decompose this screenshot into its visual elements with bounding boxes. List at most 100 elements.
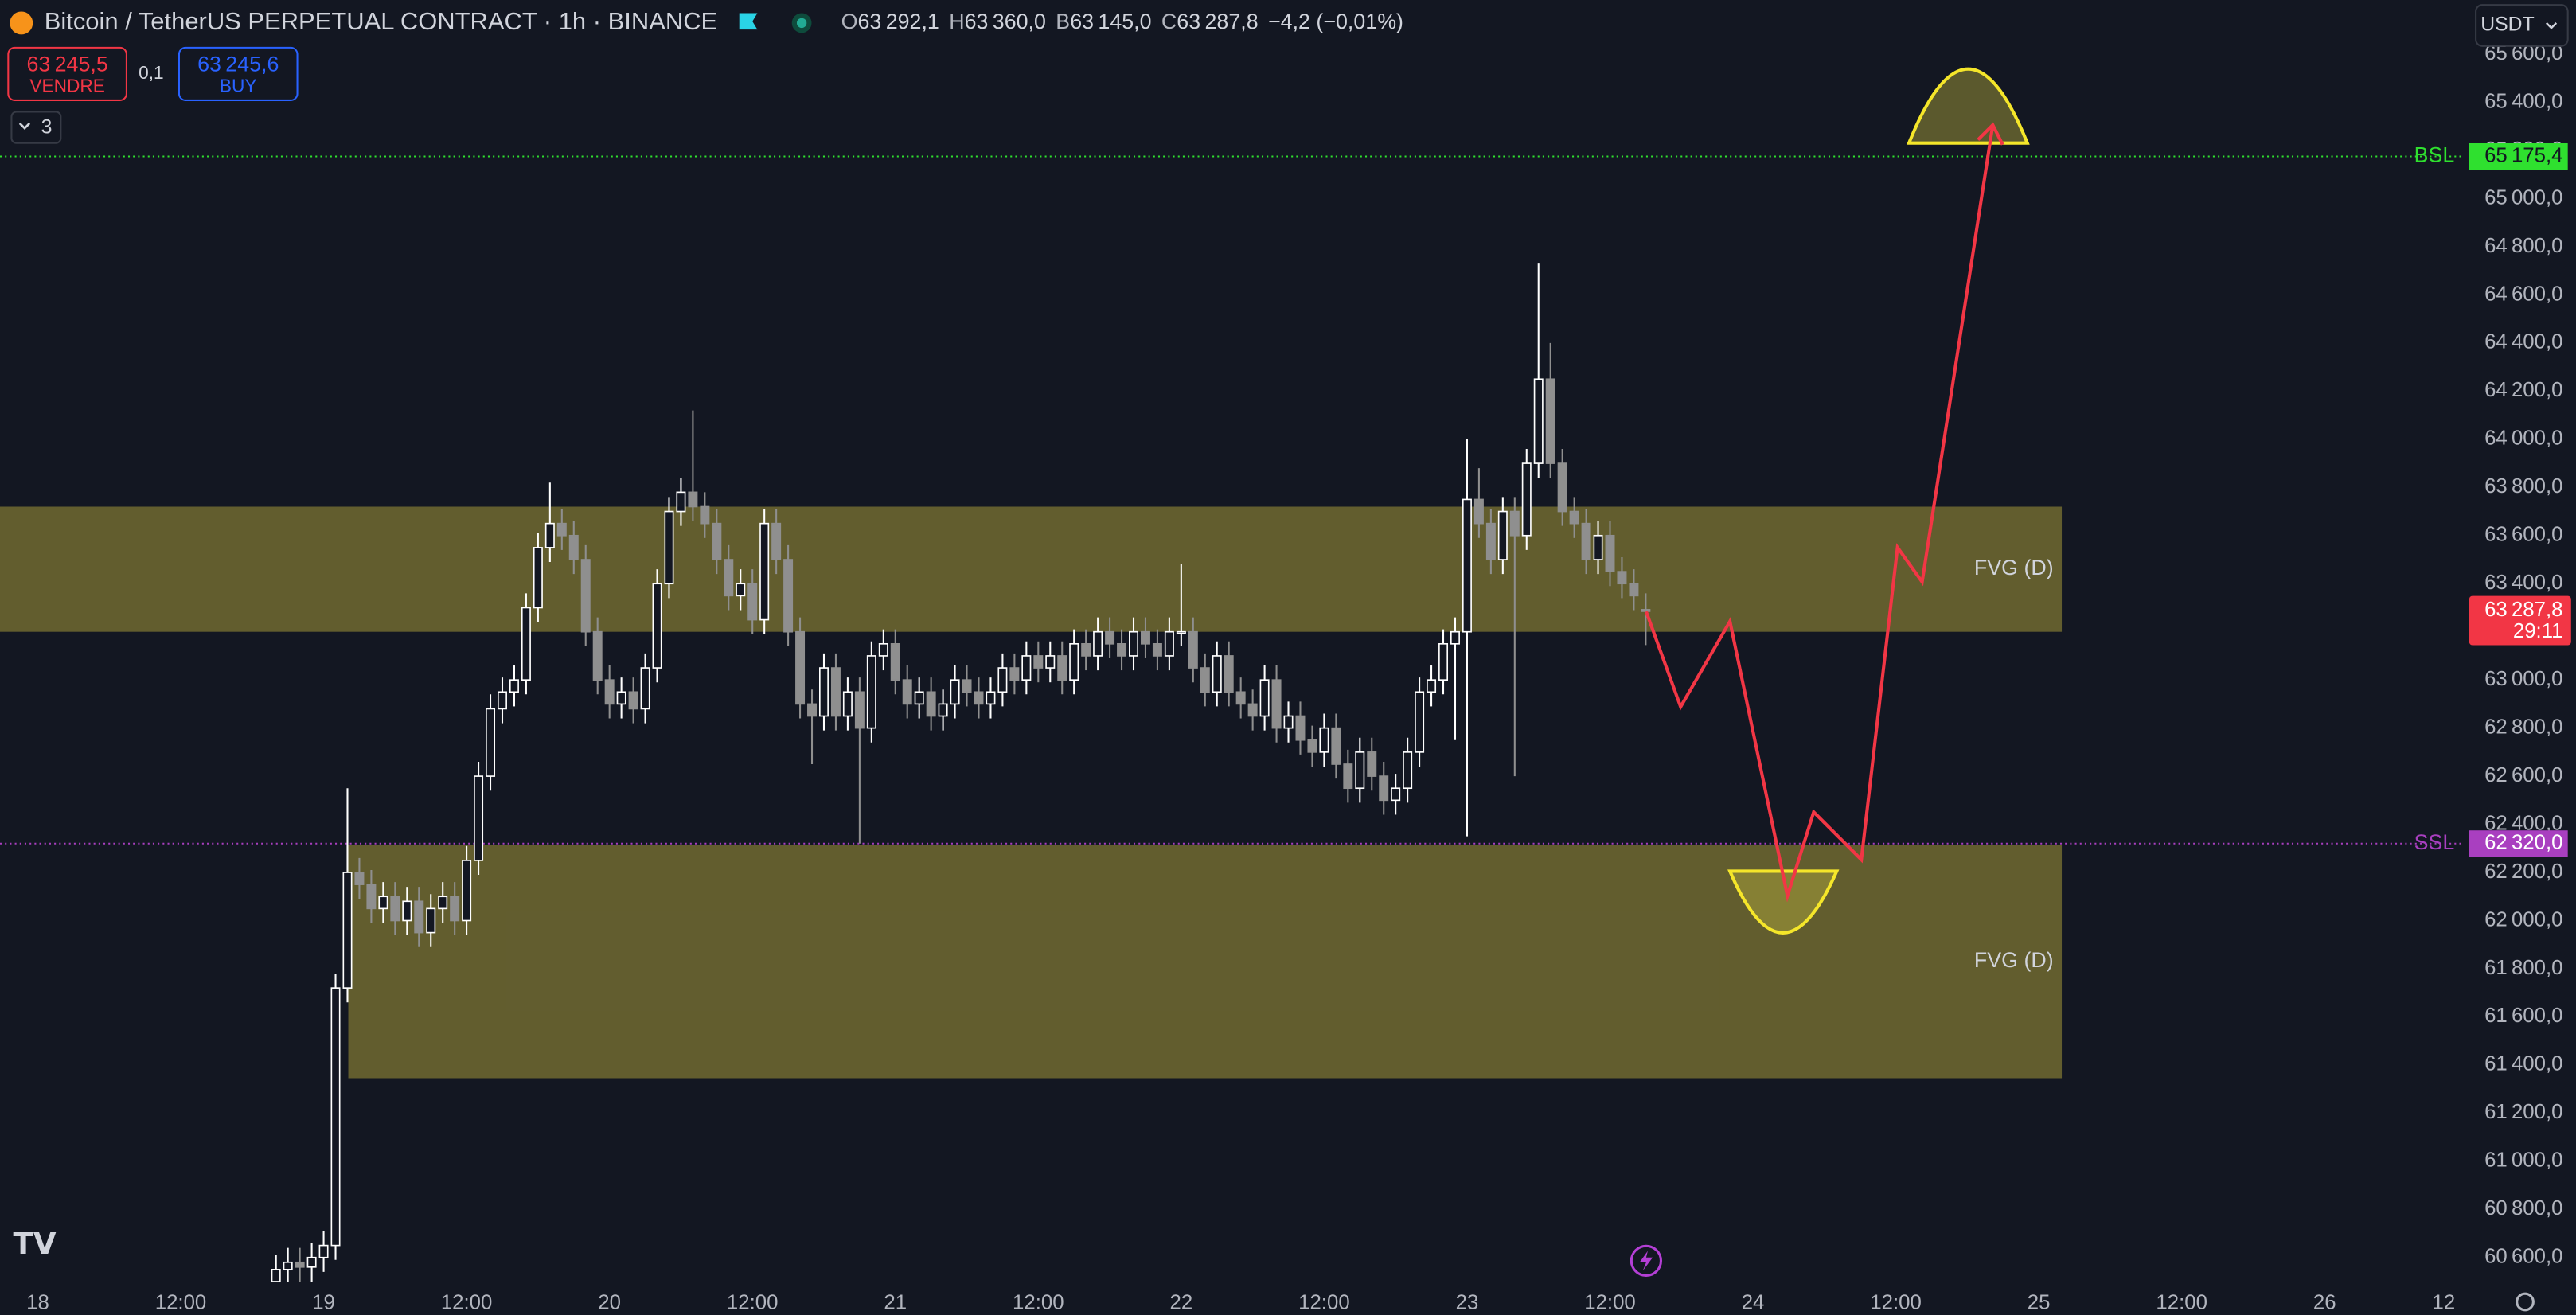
- candle-body: [736, 583, 746, 597]
- candle-body: [450, 896, 460, 922]
- y-tick-label: 62 600,0: [2484, 764, 2562, 786]
- candle-body: [616, 691, 626, 705]
- x-tick-label: 12:00: [1584, 1291, 1636, 1313]
- candle-body: [295, 1261, 305, 1268]
- candle-body: [938, 703, 948, 717]
- sell-price[interactable]: 63 245,5: [26, 53, 107, 76]
- y-tick-label: 65 400,0: [2484, 90, 2562, 112]
- candle-body: [652, 583, 662, 669]
- buy-label[interactable]: BUY: [220, 75, 257, 96]
- x-tick-label: 12:00: [1013, 1291, 1064, 1313]
- candle-body: [1235, 691, 1246, 705]
- ohlc-value: 63 145,0: [1070, 10, 1151, 33]
- candle-body: [1105, 630, 1115, 645]
- lightning-button[interactable]: [1630, 1244, 1663, 1277]
- y-tick-label: 64 400,0: [2484, 331, 2562, 353]
- y-tick-label: 61 400,0: [2484, 1053, 2562, 1075]
- x-tick-label: 18: [26, 1291, 49, 1313]
- candle-body: [1033, 655, 1044, 669]
- coin-icon: [10, 11, 33, 35]
- candle-body: [580, 559, 591, 633]
- candle-body: [1200, 667, 1210, 693]
- candle-body: [1343, 763, 1353, 790]
- y-tick-label: 63 600,0: [2484, 524, 2562, 546]
- buy-button[interactable]: [178, 46, 299, 101]
- x-tick-label: 23: [1456, 1291, 1479, 1313]
- level-tag: [2469, 830, 2568, 857]
- candle-body: [1307, 739, 1317, 753]
- candle-body: [1164, 630, 1174, 657]
- level-name: BSL: [2414, 143, 2455, 167]
- candle-body: [974, 691, 984, 705]
- candle-body: [818, 667, 829, 717]
- candle-body: [592, 630, 603, 681]
- ohlc-value: 63 360,0: [965, 10, 1046, 33]
- candle-body: [1462, 498, 1472, 633]
- candle-body: [462, 860, 472, 922]
- candle-body: [1509, 510, 1520, 537]
- candle-body: [354, 872, 365, 885]
- last-price-tag: [2469, 595, 2571, 646]
- indicators-toggle[interactable]: [10, 111, 62, 144]
- candle-body: [997, 667, 1008, 693]
- candle-body: [1473, 498, 1484, 525]
- candle-body: [676, 491, 686, 513]
- candle-body: [366, 884, 377, 910]
- candle-body: [1069, 642, 1079, 681]
- candle-body: [1641, 609, 1651, 612]
- currency[interactable]: USDT: [2480, 14, 2534, 36]
- candle-body: [1533, 378, 1544, 464]
- candle-body: [568, 534, 579, 560]
- buy-price[interactable]: 63 245,6: [197, 53, 279, 76]
- candle-body: [724, 559, 734, 597]
- chevron: [2545, 22, 2558, 29]
- target-arc: [1727, 869, 1840, 935]
- candle-body: [1545, 378, 1555, 464]
- y-tick-label: 63 800,0: [2484, 475, 2562, 498]
- candle-body: [498, 691, 507, 710]
- x-tick-label: 12:00: [1870, 1291, 1922, 1313]
- candle-body: [1497, 510, 1508, 560]
- currency-select[interactable]: [2475, 4, 2569, 47]
- last-price-label: 63 287,8: [2484, 599, 2562, 621]
- flag-icon: [739, 13, 758, 30]
- x-tick-label: 12:00: [2156, 1291, 2207, 1313]
- x-tick-label: 12:00: [727, 1291, 779, 1313]
- x-tick-label: 12: [2433, 1291, 2456, 1313]
- y-tick-label: 63 400,0: [2484, 572, 2562, 594]
- y-tick-label: 60 800,0: [2484, 1197, 2562, 1219]
- candle-body: [533, 547, 543, 609]
- candle-body: [342, 872, 353, 989]
- candle-body: [1295, 715, 1306, 741]
- settings-button[interactable]: [2516, 1292, 2535, 1312]
- ohlc-change: −4,2 (−0,01%): [1268, 10, 1403, 33]
- x-tick-label: 21: [884, 1291, 907, 1313]
- sell-label[interactable]: VENDRE: [29, 75, 105, 96]
- x-tick-label: 20: [598, 1291, 621, 1313]
- candle-body: [700, 505, 710, 525]
- level-tag-label: 65 175,4: [2484, 144, 2562, 166]
- candle-body: [1485, 522, 1496, 560]
- candle-body: [1117, 642, 1127, 657]
- y-tick-label: 60 600,0: [2484, 1246, 2562, 1268]
- countdown: 29:11: [2513, 620, 2563, 642]
- candle-body: [521, 607, 531, 681]
- indicators-count[interactable]: 3: [41, 117, 53, 139]
- candle-body: [914, 691, 924, 705]
- candle-body: [795, 630, 806, 705]
- candle-body: [1093, 630, 1103, 657]
- candle-body: [628, 691, 638, 710]
- candle-body: [759, 522, 770, 621]
- y-tick-label: 62 000,0: [2484, 908, 2562, 931]
- x-tick-label: 26: [2313, 1291, 2336, 1313]
- symbol-title: Bitcoin / TetherUS PERPETUAL CONTRACT · …: [45, 7, 717, 35]
- candle-body: [1391, 787, 1401, 802]
- y-tick-label: 64 800,0: [2484, 235, 2562, 257]
- sell-button[interactable]: [7, 46, 127, 101]
- time-axis: 18 12:00 19 12:00 20 12:00 21 12:00 22 12:00 23 12:…: [26, 1291, 2455, 1313]
- spread: 0,1: [139, 62, 164, 83]
- y-tick-label: 62 200,0: [2484, 860, 2562, 883]
- candle-body: [1605, 534, 1615, 572]
- candle-body: [1617, 571, 1627, 585]
